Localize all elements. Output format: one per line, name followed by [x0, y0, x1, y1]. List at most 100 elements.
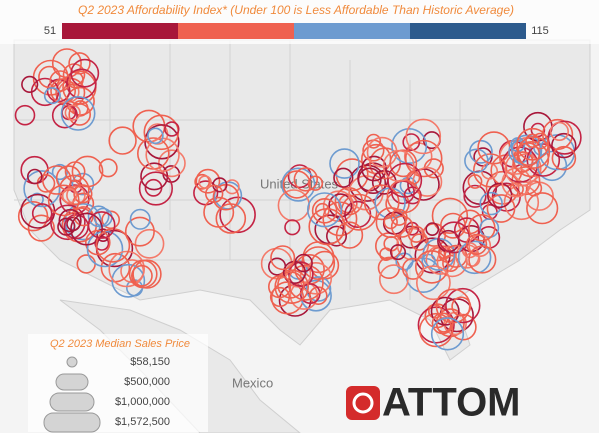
marker	[49, 70, 72, 92]
size-legend-title: Q2 2023 Median Sales Price	[50, 338, 190, 350]
country-label: Mexico	[232, 375, 273, 390]
marker	[95, 228, 131, 263]
marker	[58, 208, 82, 233]
marker	[404, 139, 443, 178]
marker	[387, 162, 423, 198]
marker	[198, 175, 212, 189]
marker	[389, 244, 406, 261]
marker	[322, 190, 355, 222]
marker	[23, 170, 61, 208]
marker	[108, 126, 137, 155]
marker	[467, 214, 496, 242]
marker	[547, 120, 582, 155]
marker	[27, 214, 55, 242]
marker	[379, 247, 393, 261]
marker	[287, 164, 312, 189]
marker	[85, 229, 111, 256]
logo-icon-ring	[352, 392, 374, 414]
marker	[268, 275, 292, 299]
marker	[138, 171, 173, 206]
marker	[87, 205, 110, 228]
marker	[412, 166, 443, 197]
size-legend-label: $58,150	[130, 356, 170, 368]
marker	[60, 96, 96, 131]
scale-segment	[410, 23, 526, 39]
marker	[50, 78, 77, 104]
size-legend-label: $1,572,500	[115, 416, 170, 428]
size-legend-symbols	[43, 356, 101, 433]
marker	[366, 133, 382, 149]
marker	[526, 192, 559, 225]
marker	[288, 261, 314, 288]
marker	[551, 145, 577, 171]
marker	[50, 204, 86, 241]
marker	[38, 65, 61, 89]
marker	[55, 165, 82, 191]
marker	[314, 202, 330, 218]
marker	[405, 118, 442, 155]
marker	[287, 264, 324, 301]
marker	[299, 261, 333, 295]
scale-max: 115	[531, 25, 549, 37]
marker	[57, 217, 76, 236]
marker	[445, 287, 481, 324]
marker	[325, 225, 347, 247]
marker	[391, 128, 428, 165]
marker	[464, 148, 489, 174]
scale-segment	[294, 23, 410, 39]
marker	[269, 286, 291, 308]
scale-segment	[62, 23, 178, 39]
marker	[281, 167, 316, 202]
marker	[124, 216, 155, 247]
marker	[403, 186, 422, 205]
markers	[14, 48, 582, 351]
marker	[531, 132, 549, 150]
marker	[415, 265, 451, 301]
marker	[21, 75, 39, 93]
logo: ATTOM	[346, 381, 521, 425]
marker	[68, 52, 91, 75]
marker	[425, 222, 440, 236]
marker	[47, 184, 80, 217]
scale-min: 51	[44, 25, 56, 37]
marker	[451, 296, 472, 317]
marker	[363, 184, 400, 221]
logo-text: ATTOM	[382, 381, 521, 425]
marker	[128, 259, 158, 289]
marker	[418, 312, 454, 348]
marker	[98, 158, 118, 178]
marker	[508, 140, 532, 164]
marker	[410, 233, 428, 251]
marker	[551, 132, 577, 159]
marker	[282, 170, 311, 199]
marker	[335, 221, 364, 249]
marker	[390, 208, 408, 226]
marker	[406, 170, 421, 185]
marker	[31, 203, 53, 224]
marker	[525, 133, 540, 149]
marker	[66, 68, 97, 100]
marker	[466, 233, 488, 255]
marker	[378, 264, 409, 295]
scale-segment	[178, 23, 294, 39]
marker	[293, 167, 318, 192]
marker	[71, 172, 95, 196]
marker	[129, 208, 151, 230]
marker	[70, 212, 104, 246]
marker	[361, 155, 387, 182]
country-label: United States	[260, 176, 339, 191]
marker	[164, 121, 180, 137]
marker	[205, 184, 224, 204]
marker	[389, 149, 418, 178]
marker	[425, 245, 456, 275]
marker	[526, 143, 561, 177]
marker	[64, 104, 81, 121]
marker	[333, 167, 354, 188]
marker	[468, 245, 497, 274]
marker	[334, 187, 363, 216]
marker	[473, 153, 508, 188]
marker	[71, 155, 104, 188]
marker	[194, 173, 211, 190]
marker	[414, 250, 449, 284]
legend-title: Q2 2023 Affordability Index* (Under 100 …	[78, 3, 514, 17]
